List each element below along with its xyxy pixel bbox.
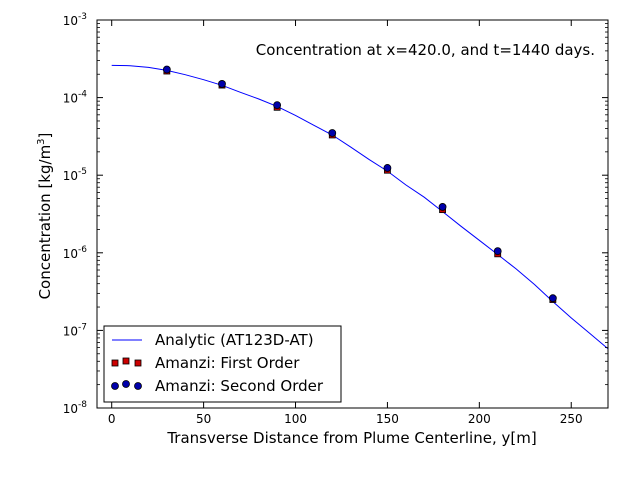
second-order-point — [328, 129, 337, 137]
y-tick-label: 10-6 — [63, 245, 88, 261]
x-tick-label: 150 — [376, 412, 399, 426]
x-tick-label: 0 — [108, 412, 116, 426]
y-axis-label-main: Concentration [kg/m — [36, 145, 54, 300]
x-tick-label: 250 — [560, 412, 583, 426]
y-axis-label-superscript: 3 — [36, 138, 47, 144]
y-axis-label: Concentration [kg/m3] — [36, 133, 54, 300]
x-axis-label: Transverse Distance from Plume Centerlin… — [166, 429, 536, 447]
y-axis-label-end: ] — [36, 133, 54, 139]
legend-analytic-label: Analytic (AT123D-AT) — [155, 331, 314, 349]
y-tick-label: 10-3 — [63, 12, 87, 28]
axes-frame — [96, 19, 609, 409]
y-tick-label: 10-4 — [63, 90, 88, 106]
second-order-point — [162, 65, 171, 74]
legend-first-order-label: Amanzi: First Order — [155, 354, 300, 372]
legend-box — [103, 325, 342, 403]
second-order-point — [383, 164, 392, 172]
legend-second-order-markers — [111, 380, 142, 390]
x-tick-label: 200 — [468, 412, 491, 426]
second-order-point — [548, 294, 557, 303]
y-tick-label: 10-7 — [63, 322, 87, 338]
legend: Analytic (AT123D-AT) Amanzi: First Order… — [103, 325, 342, 403]
y-tick-label: 10-5 — [63, 167, 87, 183]
x-tick-label: 50 — [196, 412, 211, 426]
x-tick-label: 100 — [284, 412, 307, 426]
second-order-point — [273, 101, 282, 110]
plot-area — [111, 64, 608, 350]
second-order-point — [438, 203, 447, 211]
legend-second-order-label: Amanzi: Second Order — [155, 377, 324, 395]
axis-ticks: 0 50 100 150 200 250 10-8 10-7 10-6 10-5 10-4 10-3 — [63, 12, 608, 426]
legend-first-order-markers — [111, 357, 142, 367]
y-tick-label: 10-8 — [63, 400, 88, 416]
chart-title: Concentration at x=420.0, and t=1440 day… — [256, 41, 595, 59]
analytic-curve — [111, 64, 608, 350]
second-order-point — [218, 80, 226, 88]
second-order-point — [493, 247, 502, 256]
